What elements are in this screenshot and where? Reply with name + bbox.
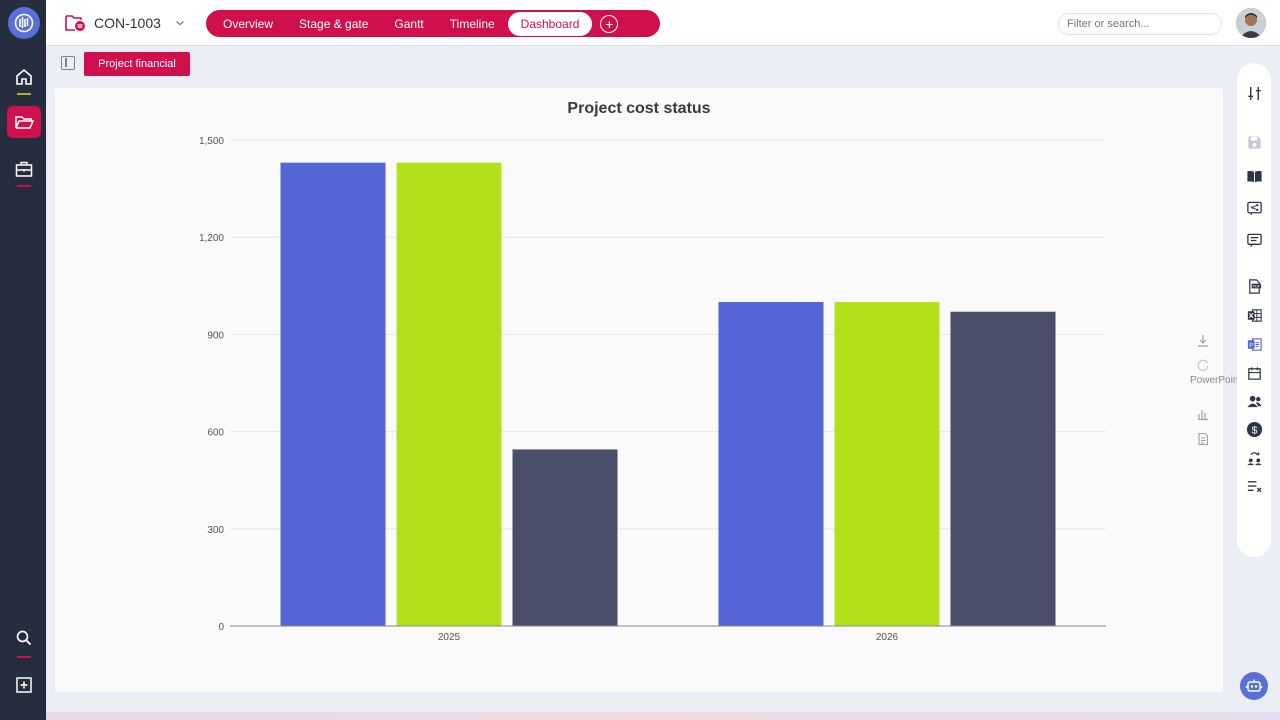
tab-stage-gate[interactable]: Stage & gate (299, 16, 369, 31)
bar (396, 162, 502, 626)
powerpoint-icon: P (1247, 337, 1262, 351)
svg-text:P: P (1249, 342, 1253, 348)
briefcase-icon (15, 161, 33, 177)
search-nav-button[interactable] (7, 622, 41, 654)
guide-button[interactable] (1245, 167, 1263, 185)
refresh-icon[interactable] (1196, 358, 1210, 372)
project-folder-icon (65, 15, 85, 31)
y-tick-label: 0 (218, 622, 224, 633)
chart-card: Project cost status 0 300 600 900 1,200 1,500… (55, 88, 1223, 692)
projects-nav-button[interactable] (7, 106, 41, 138)
users-icon (1246, 395, 1262, 407)
search-input[interactable] (1058, 13, 1222, 35)
share-button[interactable] (1245, 199, 1263, 217)
bar-chart: 0 300 600 900 1,200 1,500 2025 2026 (199, 136, 1106, 643)
financials-button[interactable]: $ (1245, 420, 1263, 438)
bar (950, 311, 1056, 626)
sliders-icon (1247, 86, 1261, 100)
home-nav-button[interactable] (7, 61, 41, 93)
y-tick-label: 600 (207, 428, 224, 439)
tasks-button[interactable] (1245, 477, 1263, 495)
share-icon (1246, 201, 1262, 215)
export-excel-button[interactable] (1245, 306, 1263, 324)
home-icon (16, 68, 32, 85)
right-tools-rail: PDF P $ (1237, 63, 1271, 557)
dollar-icon: $ (1246, 421, 1262, 437)
top-bar: CON-1003 Overview Stage & gate Gantt Tim… (46, 0, 1280, 46)
bar (718, 302, 824, 626)
add-tab-icon[interactable]: + (600, 14, 619, 33)
download-icon[interactable] (1196, 334, 1210, 348)
bar (280, 162, 386, 626)
tab-gantt[interactable]: Gantt (394, 16, 424, 31)
filter-sliders-button[interactable] (1245, 84, 1263, 102)
book-open-icon (1246, 170, 1262, 182)
pdf-icon: PDF (1248, 278, 1261, 294)
svg-text:$: $ (1251, 425, 1257, 436)
create-nav-button[interactable] (7, 669, 41, 701)
calendar-button[interactable] (1245, 364, 1263, 382)
export-powerpoint-button[interactable]: P (1245, 335, 1263, 353)
resource-swap-button[interactable] (1245, 449, 1263, 467)
excel-icon (1247, 308, 1262, 322)
assistant-bot-button[interactable] (1240, 672, 1268, 700)
comments-button[interactable] (1245, 231, 1263, 249)
save-button[interactable] (1245, 133, 1263, 151)
bar (834, 302, 940, 626)
avatar[interactable] (1236, 8, 1266, 38)
list-check-icon (1247, 480, 1262, 492)
tooltip-powerpoint: PowerPoint (1190, 375, 1242, 386)
bar (512, 449, 618, 626)
x-tick-label: 2026 (876, 632, 899, 643)
x-tick-label: 2025 (438, 632, 461, 643)
sidebar-toggle-icon[interactable] (61, 56, 75, 70)
y-tick-label: 900 (207, 330, 224, 341)
add-square-icon (16, 677, 32, 693)
project-selector[interactable]: CON-1003 (64, 13, 185, 33)
save-icon (1247, 135, 1261, 149)
robot-icon (1245, 679, 1263, 692)
bottom-strip (46, 712, 1280, 720)
chart-title: Project cost status (567, 100, 711, 117)
team-button[interactable] (1245, 392, 1263, 410)
comment-icon (1246, 233, 1262, 247)
left-nav-rail (0, 0, 46, 720)
swap-users-icon (1246, 451, 1262, 465)
tab-dashboard[interactable]: Dashboard (507, 11, 593, 36)
tab-overview[interactable]: Overview (223, 16, 274, 31)
project-id: CON-1003 (94, 15, 161, 31)
bar-chart-icon[interactable] (1196, 407, 1210, 421)
y-tick-label: 1,200 (199, 233, 224, 244)
y-tick-label: 1,500 (199, 136, 224, 147)
data-view-icon[interactable] (1196, 432, 1210, 446)
view-tabs: Overview Stage & gate Gantt Timeline Das… (206, 10, 660, 37)
y-tick-label: 300 (207, 525, 224, 536)
folder-open-icon (15, 116, 34, 129)
tab-timeline[interactable]: Timeline (449, 16, 495, 31)
portfolio-nav-button[interactable] (7, 153, 41, 185)
calendar-icon (1247, 366, 1261, 380)
project-financial-button[interactable]: Project financial (84, 52, 190, 76)
export-pdf-button[interactable]: PDF (1245, 277, 1263, 295)
svg-text:PDF: PDF (1252, 284, 1260, 288)
chevron-down-icon (176, 20, 184, 26)
app-logo-icon[interactable] (8, 7, 40, 39)
search-icon (16, 630, 32, 646)
